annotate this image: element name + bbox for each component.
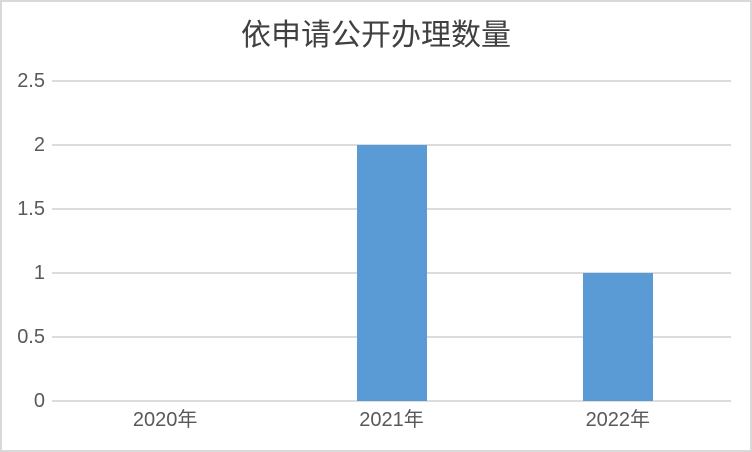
gridline [52, 80, 731, 82]
plot-area [52, 80, 731, 402]
x-axis: 2020年 2021年 2022年 [52, 407, 731, 437]
y-tick-label: 1 [33, 262, 45, 284]
x-tick-label: 2021年 [359, 409, 424, 431]
y-tick-label: 1.5 [17, 198, 45, 220]
y-axis: 0 0.5 1 1.5 2 2.5 [2, 70, 45, 412]
x-tick-label: 2020年 [132, 409, 198, 431]
y-tick-label: 0 [33, 390, 45, 412]
y-tick-label: 2.5 [17, 70, 45, 92]
chart-title: 依申请公开办理数量 [241, 18, 511, 53]
bar [582, 273, 653, 401]
y-tick-label: 0.5 [17, 326, 45, 348]
x-tick-label: 2022年 [585, 409, 651, 431]
gridline [52, 400, 731, 402]
bar [356, 145, 427, 401]
y-tick-label: 2 [33, 134, 45, 156]
